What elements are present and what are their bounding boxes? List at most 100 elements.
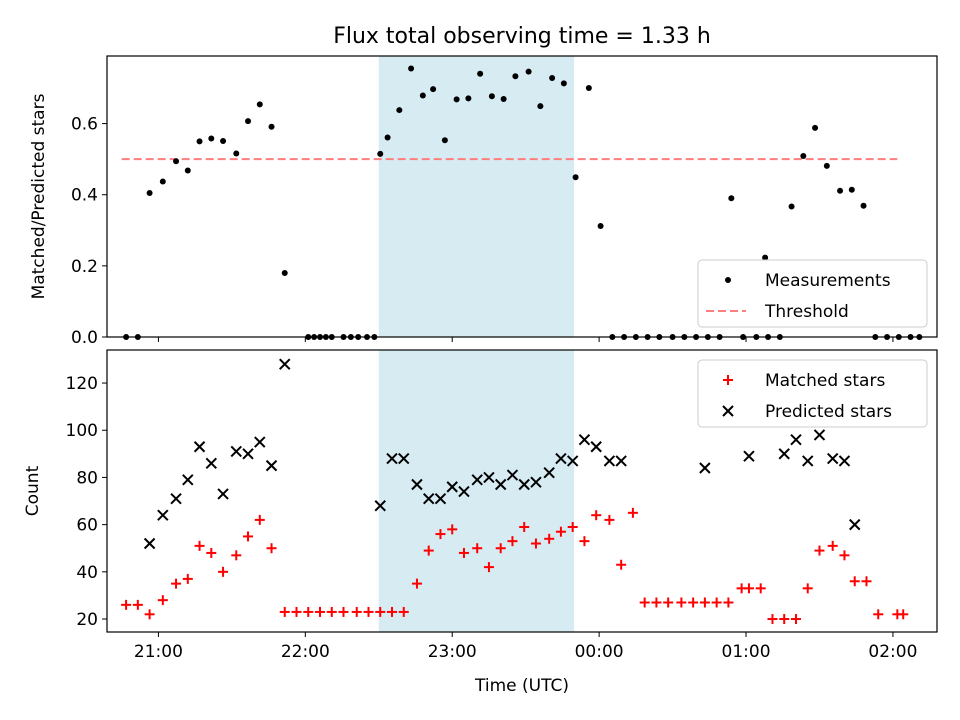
- data-point: [453, 96, 460, 103]
- data-point: [543, 467, 555, 479]
- legend-label: Measurements: [765, 271, 891, 291]
- data-point: [351, 606, 362, 617]
- data-point: [170, 492, 182, 505]
- data-point-b: [555, 452, 567, 465]
- y-tick-label: 20: [76, 610, 98, 630]
- data-point: [233, 150, 240, 157]
- data-point: [398, 452, 410, 465]
- data-point-b: [398, 452, 410, 465]
- data-point-b: [471, 474, 483, 486]
- data-point: [220, 138, 227, 145]
- data-point: [823, 162, 830, 169]
- data-point: [411, 578, 422, 589]
- data-point: [398, 606, 409, 617]
- data-point-b: [374, 500, 386, 512]
- y-tick-label: 60: [76, 516, 98, 536]
- legend-box: [697, 259, 928, 328]
- x-axis-label: Time (UTC): [474, 676, 569, 696]
- data-point: [519, 521, 530, 532]
- data-point: [639, 597, 650, 608]
- y-axis-label: Count: [23, 465, 43, 516]
- series-predicted-stars: [143, 358, 861, 550]
- data-point-b: [279, 358, 291, 370]
- x-tick-label: 01:00: [722, 642, 771, 662]
- data-point: [651, 597, 662, 608]
- data-point: [157, 509, 169, 521]
- data-point: [194, 540, 205, 551]
- data-point: [488, 93, 495, 100]
- x-tick-label: 00:00: [575, 642, 624, 662]
- legend: Measurements Threshold: [697, 259, 928, 328]
- data-point: [860, 202, 867, 209]
- series-matched-stars: [121, 507, 909, 625]
- data-point: [423, 492, 435, 505]
- data-point: [171, 578, 182, 589]
- data-point: [743, 450, 755, 462]
- chart-title: Flux total observing time = 1.33 h: [333, 24, 711, 49]
- data-point: [827, 540, 838, 551]
- data-point: [555, 526, 566, 537]
- data-point: [157, 595, 168, 606]
- data-point: [386, 606, 397, 617]
- panel-1: 0.0 0.2 0.4 0.6 Matched/Predicted stars Measu…: [29, 55, 938, 348]
- data-point: [530, 476, 542, 488]
- data-point: [384, 134, 391, 141]
- data-point: [560, 80, 567, 87]
- data-point: [572, 174, 579, 181]
- data-point: [243, 531, 254, 542]
- data-point: [597, 223, 604, 230]
- data-point: [477, 70, 484, 77]
- data-point: [812, 124, 819, 131]
- data-point: [603, 455, 616, 467]
- data-point: [802, 455, 814, 467]
- x-tick-label: 02:00: [868, 642, 917, 662]
- data-point: [218, 566, 229, 577]
- data-point: [778, 448, 790, 460]
- data-point-b: [506, 469, 519, 481]
- data-point: [711, 597, 722, 608]
- data-point: [837, 187, 844, 194]
- data-point: [483, 562, 494, 573]
- y-tick-label: 0.2: [71, 257, 98, 277]
- data-point-b: [265, 459, 278, 472]
- legend: Matched stars Predicted stars: [697, 359, 928, 428]
- data-point-b: [849, 518, 861, 531]
- data-point: [206, 547, 217, 558]
- data-point-b: [434, 492, 447, 505]
- data-point: [898, 609, 909, 620]
- data-point: [525, 68, 532, 75]
- data-point: [676, 597, 687, 608]
- data-point-b: [603, 455, 616, 467]
- data-point: [530, 538, 541, 549]
- data-point: [848, 186, 855, 193]
- data-point: [590, 441, 602, 453]
- data-point: [386, 452, 398, 465]
- data-point: [268, 123, 275, 130]
- data-point: [688, 597, 699, 608]
- data-point: [196, 138, 203, 145]
- data-point: [616, 559, 627, 570]
- plot-frame: [106, 55, 938, 338]
- data-point: [767, 614, 778, 625]
- data-point: [861, 576, 872, 587]
- data-point: [254, 436, 266, 448]
- data-point: [813, 429, 826, 441]
- data-point: [723, 597, 734, 608]
- data-point: [615, 455, 627, 467]
- data-point: [585, 85, 592, 92]
- data-point: [242, 448, 254, 460]
- x-tick-label: 21:00: [134, 642, 183, 662]
- data-point: [230, 445, 242, 458]
- data-point: [447, 524, 458, 535]
- data-point: [506, 469, 519, 481]
- data-point: [143, 537, 156, 550]
- data-point: [544, 533, 555, 544]
- data-point: [182, 474, 194, 486]
- legend-marker-predicted-b: [722, 405, 734, 417]
- y-tick-label: 40: [76, 563, 98, 583]
- legend-box: [697, 359, 928, 428]
- data-point: [802, 583, 813, 594]
- data-point: [338, 606, 349, 617]
- data-point: [849, 576, 860, 587]
- data-point: [377, 150, 384, 157]
